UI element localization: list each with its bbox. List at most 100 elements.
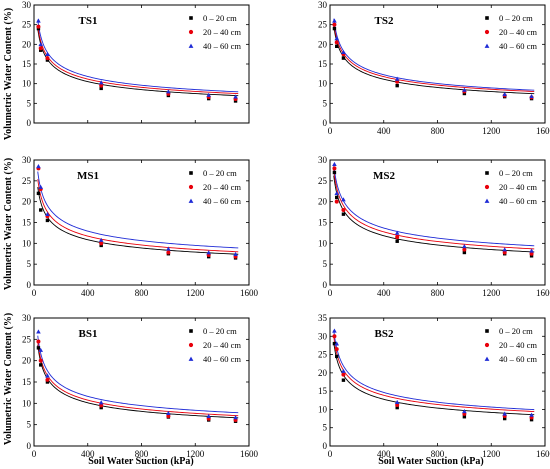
data-point [529, 417, 534, 422]
fit-curve [37, 341, 239, 417]
y-tick-label: 30 [22, 0, 32, 10]
data-point [233, 415, 238, 420]
y-tick-label: 15 [22, 59, 32, 69]
data-point [462, 250, 467, 255]
x-tick-label: 400 [81, 288, 95, 298]
legend-marker [189, 16, 193, 20]
data-point [462, 408, 467, 414]
data-point [332, 334, 337, 339]
y-tick-label: 0 [27, 118, 32, 128]
legend-label: 20 – 40 cm [499, 182, 537, 192]
y-tick-label: 15 [318, 59, 328, 69]
x-tick-label: 1200 [186, 288, 205, 298]
legend-marker [484, 184, 490, 190]
data-point [395, 235, 400, 240]
chart-panel-bs1: 0 5 10 15 20 25 30 0 400 800 1200 1600 BS1 0 – 20 cm 2… [22, 313, 259, 459]
legend-label: 20 – 40 cm [203, 340, 241, 350]
data-point [38, 184, 44, 189]
y-tick-label: 35 [318, 313, 328, 323]
data-point [341, 372, 346, 377]
data-point [529, 412, 534, 417]
data-point [332, 166, 337, 171]
panel-label: MS2 [373, 170, 396, 182]
fit-curve [37, 344, 239, 419]
fit-curve [37, 28, 239, 97]
data-point [99, 83, 104, 88]
x-tick-label: 1600 [536, 126, 550, 136]
data-point [529, 248, 534, 253]
data-point [334, 347, 339, 352]
data-point [36, 191, 41, 196]
legend-label: 20 – 40 cm [203, 27, 241, 37]
legend-marker [485, 329, 489, 333]
data-point [341, 368, 346, 373]
legend-label: 40 – 60 cm [499, 354, 537, 364]
plot-frame [329, 159, 546, 286]
data-point [335, 195, 339, 200]
y-tick-label: 20 [22, 356, 32, 366]
x-tick-label: 1600 [536, 449, 550, 459]
data-point [45, 51, 50, 57]
x-tick-label: 0 [328, 449, 333, 459]
legend-label: 0 – 20 cm [203, 326, 237, 336]
x-tick-label: 800 [135, 288, 149, 298]
y-tick-label: 25 [318, 350, 328, 360]
data-point [39, 363, 43, 367]
x-axis-title: Soil Water Suction (kPa) [378, 456, 483, 467]
legend-label: 40 – 60 cm [203, 41, 241, 51]
legend-marker [485, 171, 489, 175]
data-point [206, 92, 211, 97]
legend-label: 0 – 20 cm [203, 168, 237, 178]
y-tick-label: 0 [323, 118, 328, 128]
legend-marker [485, 16, 489, 20]
data-point [462, 247, 467, 252]
y-tick-label: 25 [22, 334, 32, 344]
legend-marker [188, 356, 194, 361]
data-point [395, 83, 399, 88]
data-point [45, 56, 50, 61]
x-axis-title: Soil Water Suction (kPa) [88, 456, 193, 467]
legend-marker [188, 184, 194, 190]
chart-panel-ts1: 0 5 10 15 20 25 30 TS1 0 – 20 cm 20 – 40 cm 40 – 6… [22, 0, 250, 128]
legend-marker [484, 43, 490, 48]
x-tick-label: 1200 [482, 449, 501, 459]
data-point [166, 246, 171, 251]
data-point [332, 22, 337, 27]
fit-curve [37, 171, 239, 249]
chart-panel-ms1: 0 5 10 15 20 25 30 0 400 800 1200 1600 MS1 0 – 20 cm 2… [22, 155, 259, 298]
data-point [36, 163, 41, 169]
data-point [38, 358, 43, 363]
data-point [38, 347, 44, 352]
panel-label: TS1 [79, 15, 98, 27]
y-tick-label: 5 [27, 98, 32, 108]
fit-curve [333, 164, 535, 247]
y-tick-label: 20 [318, 368, 328, 378]
data-point [395, 403, 400, 408]
data-point [335, 44, 339, 48]
y-tick-label: 30 [318, 155, 328, 165]
data-point [529, 251, 534, 256]
data-point [166, 89, 171, 94]
data-point [45, 377, 50, 382]
legend-marker [189, 329, 193, 333]
y-tick-label: 5 [323, 259, 328, 269]
data-point [99, 405, 103, 410]
plot-frame [33, 317, 250, 447]
x-tick-label: 1600 [536, 288, 550, 298]
panel-label: BS2 [375, 328, 394, 340]
y-axis-title: Volumetric Water Content (%) [3, 8, 14, 140]
y-tick-label: 10 [318, 404, 328, 414]
legend-marker [188, 342, 194, 348]
fit-curve [333, 22, 535, 92]
y-tick-label: 20 [22, 39, 32, 49]
data-point [36, 329, 41, 334]
data-point [166, 250, 171, 255]
legend-marker [189, 171, 193, 175]
data-point [45, 380, 50, 384]
legend-marker [484, 342, 490, 348]
data-point [334, 191, 340, 196]
legend-label: 0 – 20 cm [499, 168, 533, 178]
legend-marker [484, 29, 490, 35]
fit-curve [333, 18, 535, 91]
fit-curve [37, 335, 239, 414]
